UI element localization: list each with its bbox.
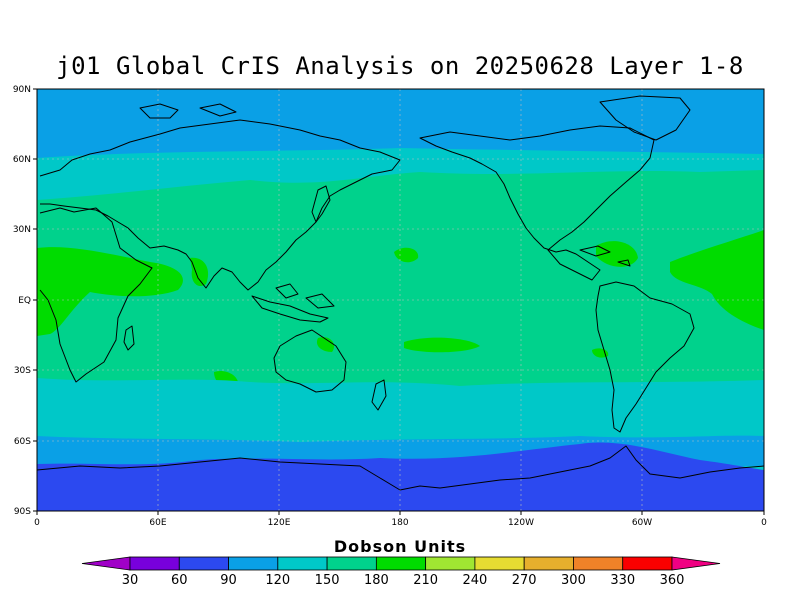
lat-tick-30s: 30S — [14, 366, 31, 376]
colorbar-swatch — [622, 556, 673, 571]
coast-arctic-islands — [139, 103, 237, 119]
coast-africa — [39, 207, 153, 383]
lon-tick-120w: 120W — [508, 518, 534, 528]
coast-southamerica — [595, 281, 695, 433]
colorbar-swatch — [277, 556, 328, 571]
coast-madagascar — [123, 325, 135, 351]
coast-indonesia — [251, 283, 335, 323]
band-180-india — [190, 257, 209, 287]
lon-tick-0-left: 0 — [34, 518, 40, 528]
coast-japan — [311, 185, 331, 223]
colorbar-swatch — [375, 556, 427, 571]
colorbar-labels: 30 60 90 120 150 180 210 240 270 300 330 360 — [122, 573, 685, 588]
grid-lines — [37, 89, 764, 511]
band-180-southpac — [404, 337, 480, 353]
coastlines — [37, 95, 764, 491]
lat-tick-60n: 60N — [13, 155, 31, 165]
colorbar-label: 210 — [413, 573, 438, 588]
lon-tick-60e: 60E — [149, 518, 166, 528]
lon-tick-60w: 60W — [632, 518, 652, 528]
colorbar-label: 60 — [171, 573, 188, 588]
coast-australia — [273, 329, 347, 393]
band-180-atlantic — [670, 230, 764, 330]
colorbar-swatch — [425, 556, 476, 571]
lat-tick-60s: 60S — [14, 437, 31, 447]
colorbar-label: 240 — [462, 573, 487, 588]
lat-axis: 90N 60N 30N EQ 30S 60S 90S — [13, 85, 37, 517]
coast-eurasia — [39, 119, 401, 291]
coast-greenland — [599, 95, 691, 141]
colorbar-unit-label: Dobson Units — [334, 537, 466, 556]
lat-tick-90n: 90N — [13, 85, 31, 95]
band-180-pacific — [394, 247, 419, 263]
band-180-australia — [316, 337, 335, 352]
colorbar — [81, 556, 721, 571]
lon-tick-180: 180 — [391, 518, 408, 528]
colorbar-swatch — [523, 556, 574, 571]
lat-tick-30n: 30N — [13, 225, 31, 235]
lat-tick-eq: EQ — [18, 296, 31, 306]
colorbar-swatch — [178, 556, 229, 571]
colorbar-label: 180 — [364, 573, 389, 588]
colorbar-swatch — [573, 556, 624, 571]
coast-antarctica — [37, 445, 764, 491]
colorbar-label: 30 — [122, 573, 139, 588]
colorbar-swatch — [326, 556, 377, 571]
colorbar-label: 300 — [561, 573, 586, 588]
colorbar-label: 120 — [265, 573, 290, 588]
band-180-africa — [37, 247, 183, 336]
ozone-field — [37, 89, 764, 511]
coast-newzealand — [371, 379, 387, 411]
lon-tick-0-right: 0 — [761, 518, 767, 528]
colorbar-arrow-high — [671, 556, 721, 571]
colorbar-label: 150 — [315, 573, 340, 588]
lon-tick-120e: 120E — [268, 518, 291, 528]
lon-axis: 0 60E 120E 180 120W 60W 0 — [34, 511, 767, 528]
lat-tick-90s: 90S — [14, 507, 31, 517]
colorbar-label: 270 — [512, 573, 537, 588]
colorbar-arrow-low — [81, 556, 131, 571]
coast-caribbean — [579, 245, 631, 267]
coast-northamerica — [419, 125, 655, 281]
colorbar-swatch — [228, 556, 279, 571]
colorbar-swatch — [474, 556, 525, 571]
colorbar-label: 90 — [220, 573, 237, 588]
colorbar-swatch — [129, 556, 180, 571]
colorbar-label: 360 — [660, 573, 685, 588]
map-title: j01 Global CrIS Analysis on 20250628 Lay… — [56, 52, 744, 80]
colorbar-label: 330 — [610, 573, 635, 588]
band-150 — [37, 170, 764, 400]
